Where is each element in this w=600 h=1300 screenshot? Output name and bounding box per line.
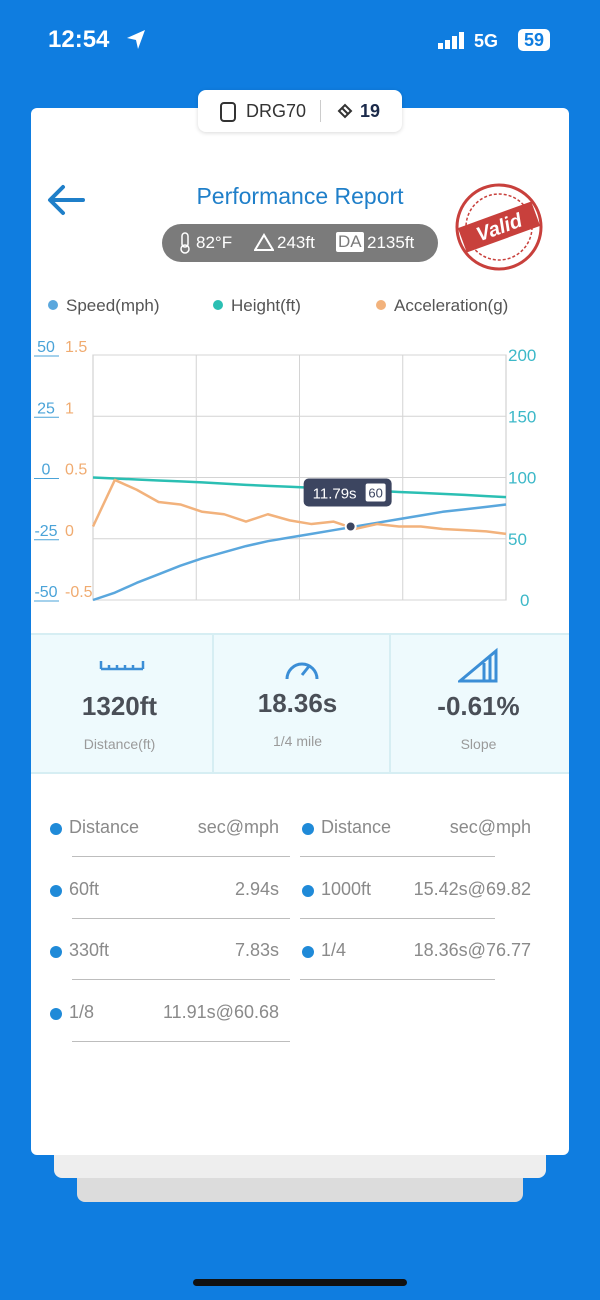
cell: Distance [321, 817, 392, 837]
home-indicator [193, 1279, 407, 1286]
satellite-icon [337, 103, 353, 119]
row-separator [300, 917, 495, 919]
location-icon [127, 30, 145, 49]
da-badge: DA [336, 232, 364, 252]
bullet [302, 884, 314, 897]
cell: 1/4 [321, 940, 347, 961]
series-line [92, 476, 507, 499]
y3-tick-label: 1.5 [65, 339, 87, 356]
y-tick-label: -25 [34, 523, 57, 540]
device-name: DRG70 [246, 101, 307, 121]
bullet [50, 884, 62, 897]
row-separator [72, 1041, 290, 1043]
cell: sec@mph [449, 817, 531, 837]
y-tick-label: -50 [34, 584, 57, 601]
cell: 15.42s@69.82 [413, 878, 531, 899]
tooltip-value: 60 [368, 486, 382, 501]
stat-value: 1320ft [81, 691, 158, 721]
y3-tick-label: 1 [65, 400, 74, 417]
row-separator [72, 856, 290, 857]
cell: 330ft [69, 940, 110, 961]
y2-tick-label: 100 [508, 469, 536, 488]
divider [320, 100, 321, 122]
legend-label: Height(ft) [231, 296, 301, 315]
y-tick-label: 25 [37, 400, 55, 417]
cell: Distance [69, 817, 140, 837]
cell: 60ft [69, 878, 100, 899]
altitude: 243ft [277, 233, 315, 252]
row-separator [300, 856, 495, 857]
stats-panel [31, 633, 569, 774]
cell: 1000ft [321, 878, 372, 899]
clock: 12:54 [48, 26, 110, 53]
battery: 59 [518, 29, 550, 51]
y2-tick-label: 200 [508, 346, 536, 365]
series-line [91, 478, 507, 536]
y-tick-label: 50 [37, 339, 55, 356]
series-line [92, 503, 507, 602]
y3-tick-label: -0.5 [65, 584, 93, 601]
cell: sec@mph [197, 817, 279, 837]
legend-swatch [48, 300, 58, 310]
cell: 11.91s@60.68 [162, 1002, 279, 1023]
bullet [50, 946, 62, 959]
cell: 7.83s [234, 940, 279, 961]
legend-swatch [213, 300, 223, 310]
signal-icon [438, 32, 464, 49]
y3-tick-label: 0 [65, 523, 74, 540]
cell: 1/8 [69, 1002, 95, 1023]
stat-label: Distance(ft) [83, 736, 156, 752]
conditions: 82°F 243ft DA 2135ft [162, 224, 438, 262]
thermometer-icon [180, 232, 190, 254]
device-icon [220, 102, 236, 122]
bullet [302, 946, 314, 959]
legend-label: Acceleration(g) [394, 296, 508, 315]
ruler-icon [99, 661, 145, 671]
network: 5G [474, 31, 499, 51]
slope-icon [458, 647, 498, 683]
row-separator [300, 979, 495, 981]
gauge-icon [285, 662, 319, 680]
stat-value: 18.36s [257, 688, 338, 718]
row-separator [72, 979, 290, 981]
bullet [50, 823, 62, 835]
divider [212, 635, 214, 772]
bullet [50, 1008, 62, 1021]
tooltip-time: 11.79s [313, 486, 357, 503]
stat-label: Slope [460, 736, 497, 752]
row-separator [72, 917, 290, 919]
valid-stamp: Valid [455, 183, 543, 271]
report-card [31, 108, 569, 1155]
y2-tick-label: 50 [508, 530, 527, 549]
satellite-count: 19 [360, 101, 381, 121]
tooltip-dot [344, 520, 357, 533]
bullet [302, 823, 314, 835]
page-title: Performance Report [196, 183, 404, 209]
y2-tick-label: 0 [520, 591, 529, 610]
legend-swatch [376, 300, 386, 310]
divider [389, 635, 391, 772]
y-tick-label: 0 [42, 462, 51, 479]
legend-label: Speed(mph) [66, 296, 160, 315]
density-altitude: 2135ft [367, 233, 415, 252]
cell: 18.36s@76.77 [413, 940, 531, 961]
y3-tick-label: 0.5 [65, 462, 87, 479]
stat-value: -0.61% [437, 691, 520, 721]
mountain-icon [254, 233, 274, 251]
device-chip[interactable]: DRG70 19 [198, 90, 402, 132]
tooltip-badge [365, 483, 386, 502]
chart: Speed(mph) Height(ft) Acceleration(g) -50 -2… [34, 296, 536, 610]
temperature: 82°F [196, 233, 233, 252]
stat-label: 1/4 mile [272, 733, 323, 749]
y2-tick-label: 150 [508, 407, 536, 426]
cell: 2.94s [234, 878, 279, 899]
back-button[interactable] [45, 182, 87, 218]
